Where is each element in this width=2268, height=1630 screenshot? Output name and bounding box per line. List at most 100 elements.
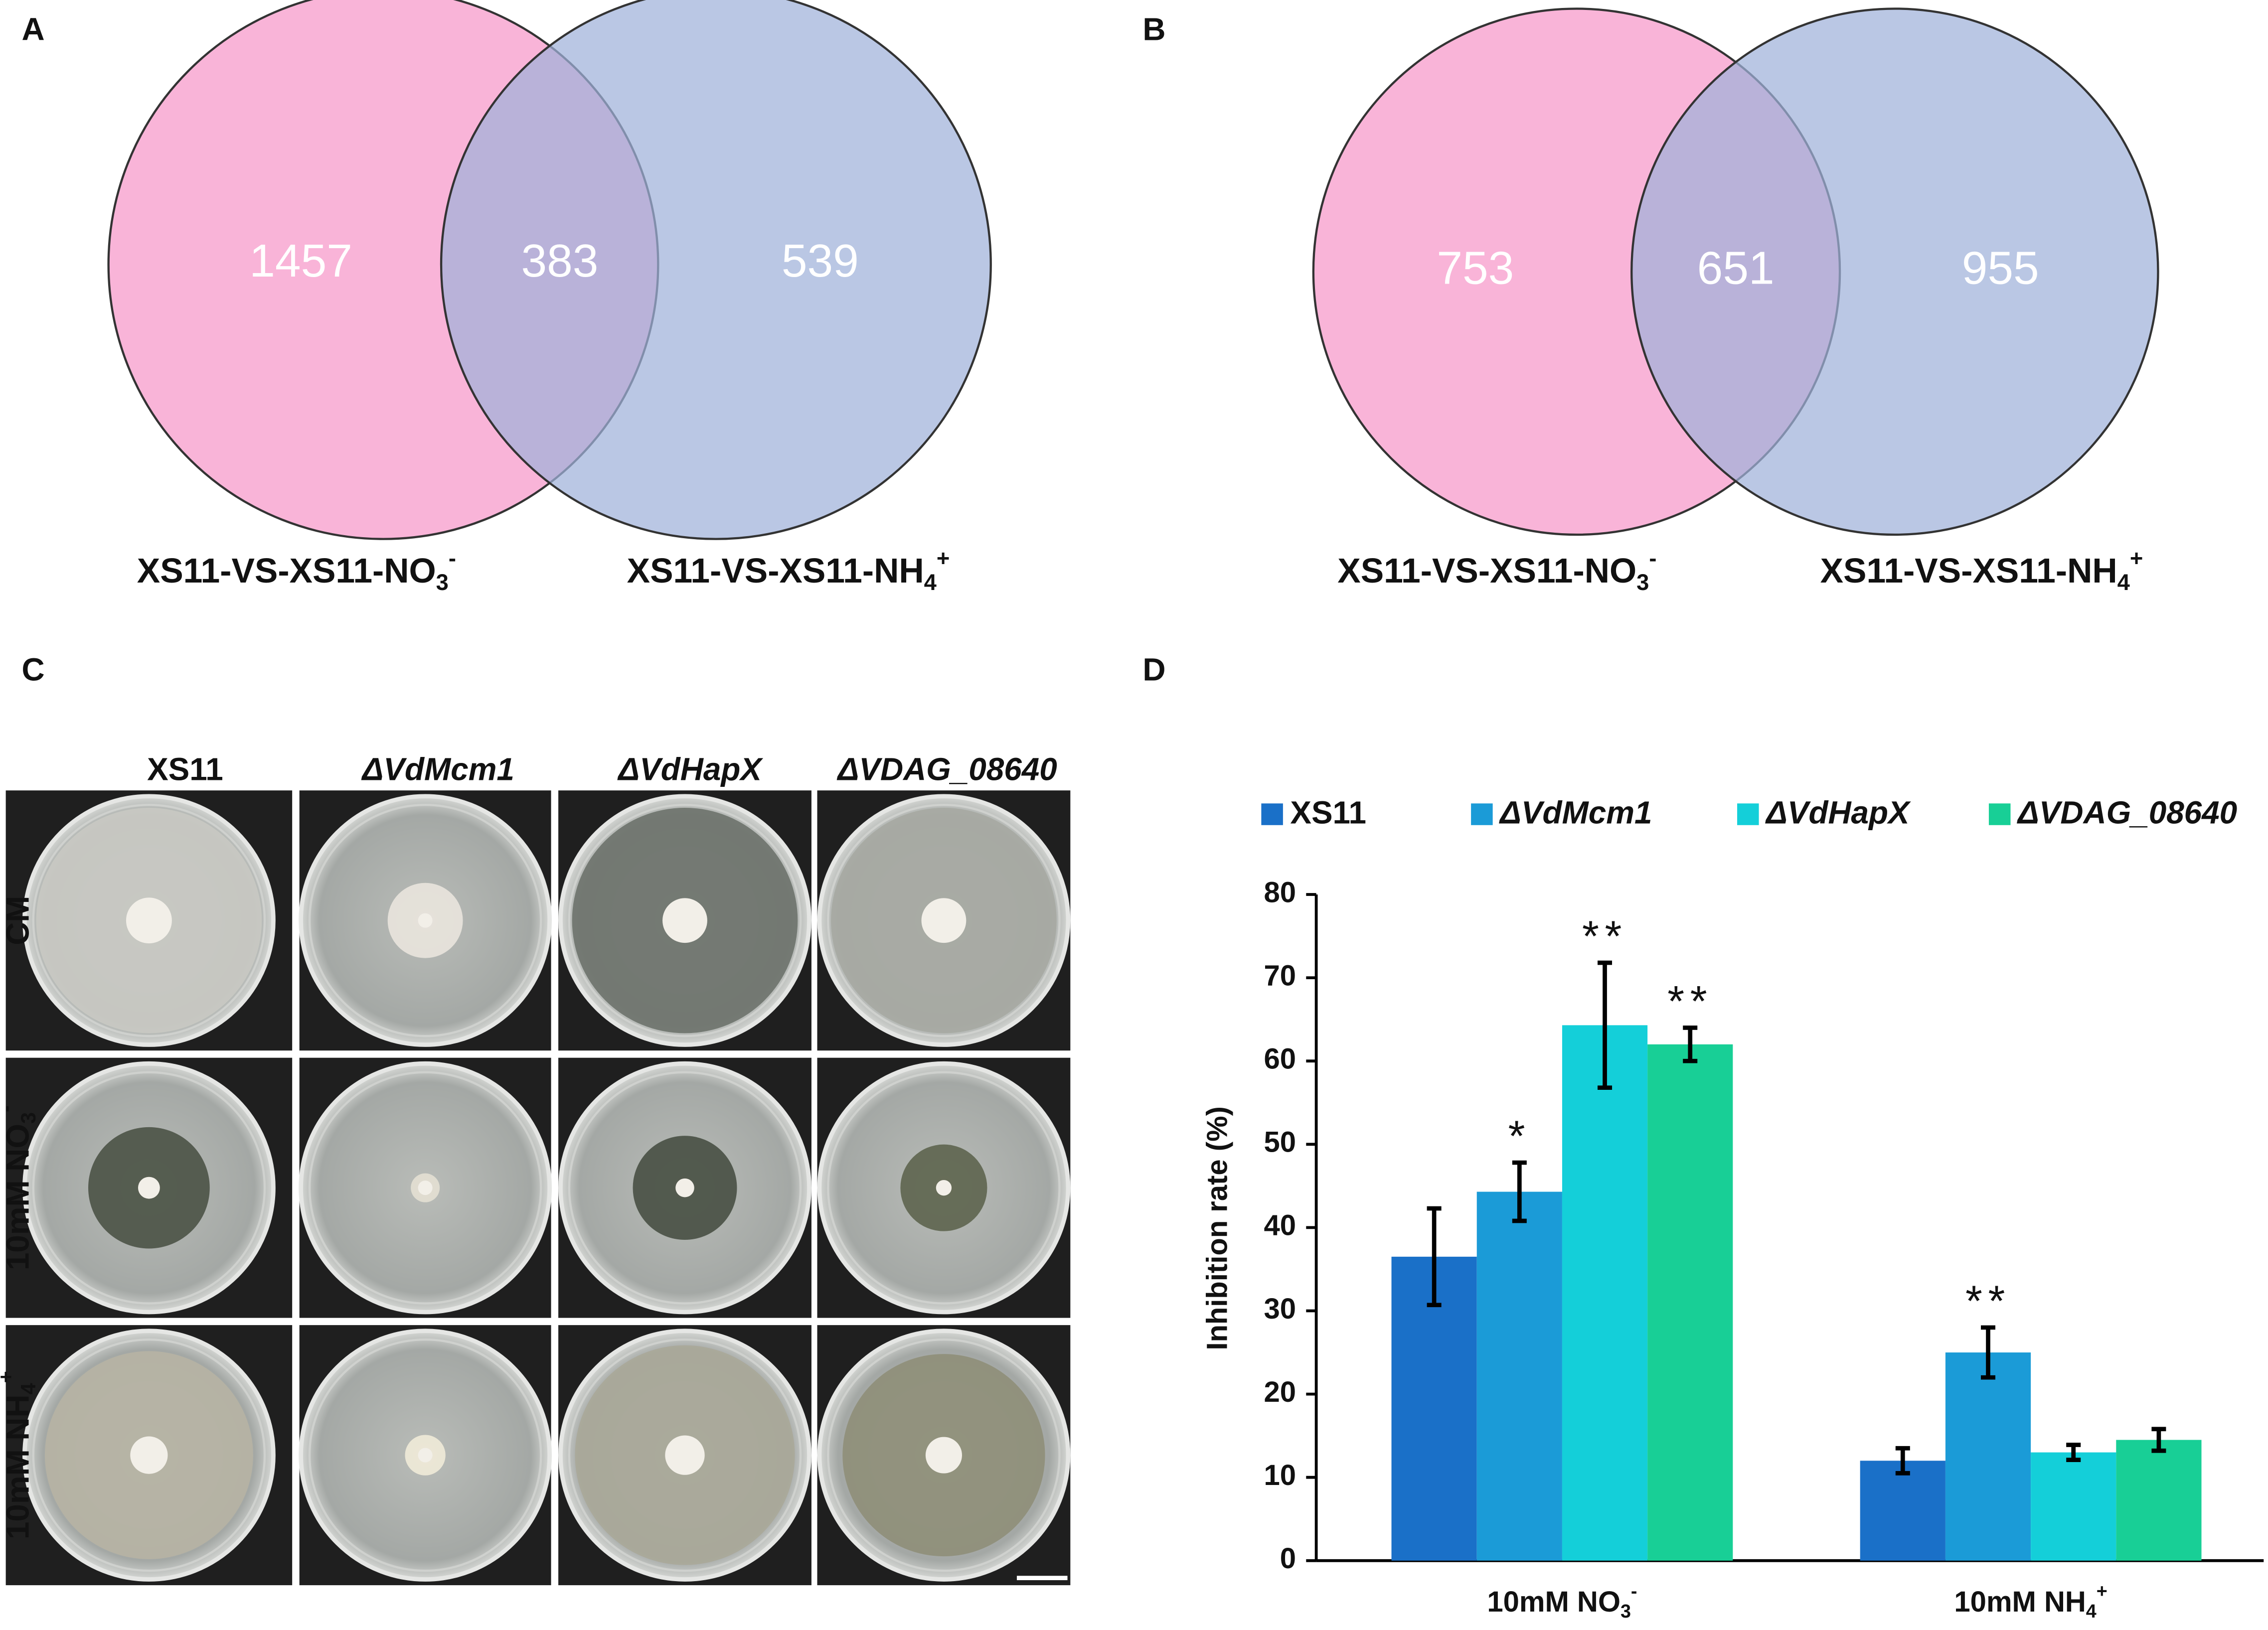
y-tick-label: 40 [1264, 1209, 1296, 1242]
petri-dish-rim [308, 804, 542, 1037]
petri-dish-rim [32, 1338, 266, 1572]
colony-center [665, 1435, 705, 1475]
plate-row-label-sup: + [0, 1371, 17, 1383]
venn-count: 539 [782, 235, 859, 287]
plate-row-label-sup: - [0, 1105, 17, 1112]
y-tick-label: 70 [1264, 959, 1296, 992]
y-tick-label: 60 [1264, 1043, 1296, 1075]
panel-label: B [1142, 11, 1165, 47]
venn-set-label-main: XS11-VS-XS11-NO [1337, 552, 1636, 591]
x-tick-label: 10mM NH4+ [1954, 1581, 2107, 1622]
y-tick-label: 80 [1264, 876, 1296, 908]
venn-set-label-sup: + [2130, 545, 2143, 571]
error-bar [1895, 1446, 1910, 1476]
legend-label: ΔVdMcm1 [1499, 794, 1652, 830]
y-tick-label: 20 [1264, 1376, 1296, 1408]
petri-dish-rim [308, 1071, 542, 1305]
venn-set-label: XS11-VS-XS11-NH4+ [1820, 545, 2143, 595]
x-tick-label-sup: - [1631, 1581, 1637, 1602]
petri-dish-rim [568, 1338, 802, 1572]
plate-row-label-sub: 4 [16, 1383, 40, 1394]
venn-count: 651 [1697, 242, 1775, 294]
plate-row-label-sub: 3 [16, 1112, 40, 1124]
colony-center [418, 1181, 433, 1195]
legend-swatch [1471, 803, 1493, 825]
bar [1562, 1025, 1648, 1561]
bar [2031, 1452, 2116, 1561]
plate-row-label-main: 10mM NH [0, 1394, 35, 1539]
y-axis-label: Inhibition rate (%) [1201, 1106, 1234, 1350]
venn-set-label-sub: 4 [924, 570, 937, 595]
petri-dish-rim [308, 1338, 542, 1572]
venn-set-label: XS11-VS-XS11-NH4+ [627, 545, 950, 595]
venn-set-label-sup: + [937, 545, 950, 571]
plate-column-label: ΔVdHapX [617, 751, 763, 787]
petri-dish-rim [827, 804, 1061, 1037]
y-tick-label: 30 [1264, 1293, 1296, 1325]
legend-swatch [1261, 803, 1283, 825]
petri-dish-rim [827, 1071, 1061, 1305]
venn-set-right [1630, 7, 2159, 536]
x-tick-label-main: 10mM NO [1487, 1586, 1620, 1618]
petri-dish-rim [568, 804, 802, 1037]
colony-center [418, 1448, 433, 1463]
plate-row-label-main: CM [0, 896, 35, 945]
venn-set-label: XS11-VS-XS11-NO3- [137, 545, 456, 595]
venn-count: 383 [521, 235, 599, 287]
venn-set-label-sub: 4 [2117, 570, 2130, 595]
bar [1860, 1461, 1945, 1561]
bar [1391, 1256, 1477, 1561]
colony-center [936, 1180, 952, 1196]
x-tick-label-sub: 3 [1620, 1601, 1631, 1622]
y-tick-label: 0 [1280, 1542, 1296, 1575]
venn-set-label-sup: - [449, 545, 456, 571]
panel-label: D [1142, 651, 1165, 687]
colony-center [138, 1177, 160, 1199]
venn-set-label-sub: 3 [436, 570, 449, 595]
petri-dish-rim [568, 1071, 802, 1305]
panel-label: C [22, 651, 45, 687]
x-tick-label-main: 10mM NH [1954, 1586, 2086, 1618]
petri-dish-rim [827, 1338, 1061, 1572]
bar [2116, 1440, 2202, 1561]
plate-column-label: ΔVDAG_08640 [837, 751, 1057, 787]
plate-row-label: 10mM NO3- [0, 1105, 40, 1270]
error-bar [2066, 1443, 2081, 1462]
colony-center [925, 1437, 962, 1474]
x-tick-label: 10mM NO3- [1487, 1581, 1637, 1622]
bar [1647, 1044, 1733, 1561]
panel-label: A [22, 11, 45, 47]
bar [1945, 1352, 2031, 1561]
x-tick-label-sup: + [2097, 1581, 2107, 1602]
plate-column-label: XS11 [147, 751, 223, 787]
venn-set-label-sup: - [1649, 545, 1656, 571]
venn-set-label-sub: 3 [1636, 570, 1649, 595]
error-bar [1512, 1160, 1527, 1223]
legend-label: ΔVDAG_08640 [2017, 794, 2237, 830]
plate-row-label: 10mM NH4+ [0, 1371, 40, 1539]
legend-label: ΔVdHapX [1765, 794, 1911, 830]
x-tick-label-sub: 4 [2086, 1601, 2097, 1622]
legend-label: XS11 [1290, 794, 1366, 830]
legend-swatch [1988, 803, 2011, 825]
error-bar [1598, 960, 1613, 1090]
venn-set-label-main: XS11-VS-XS11-NO [137, 552, 436, 591]
colony-center [675, 1178, 694, 1197]
error-bar [1980, 1325, 1996, 1380]
y-tick-label: 10 [1264, 1459, 1296, 1491]
significance-label: ** [1667, 977, 1713, 1026]
venn-count: 753 [1437, 242, 1514, 294]
error-bar [2151, 1427, 2166, 1453]
colony-center [130, 1436, 168, 1474]
venn-count: 955 [1962, 242, 2039, 294]
significance-label: ** [1582, 912, 1627, 961]
legend-swatch [1737, 803, 1759, 825]
petri-dish-rim [32, 804, 266, 1037]
plate-row-label-main: 10mM NO [0, 1124, 35, 1270]
bar [1476, 1191, 1562, 1561]
venn-set-right [440, 0, 992, 540]
venn-set-label-main: XS11-VS-XS11-NH [1820, 552, 2117, 591]
plate-column-label: ΔVdMcm1 [361, 751, 514, 787]
venn-count: 1457 [249, 235, 352, 287]
